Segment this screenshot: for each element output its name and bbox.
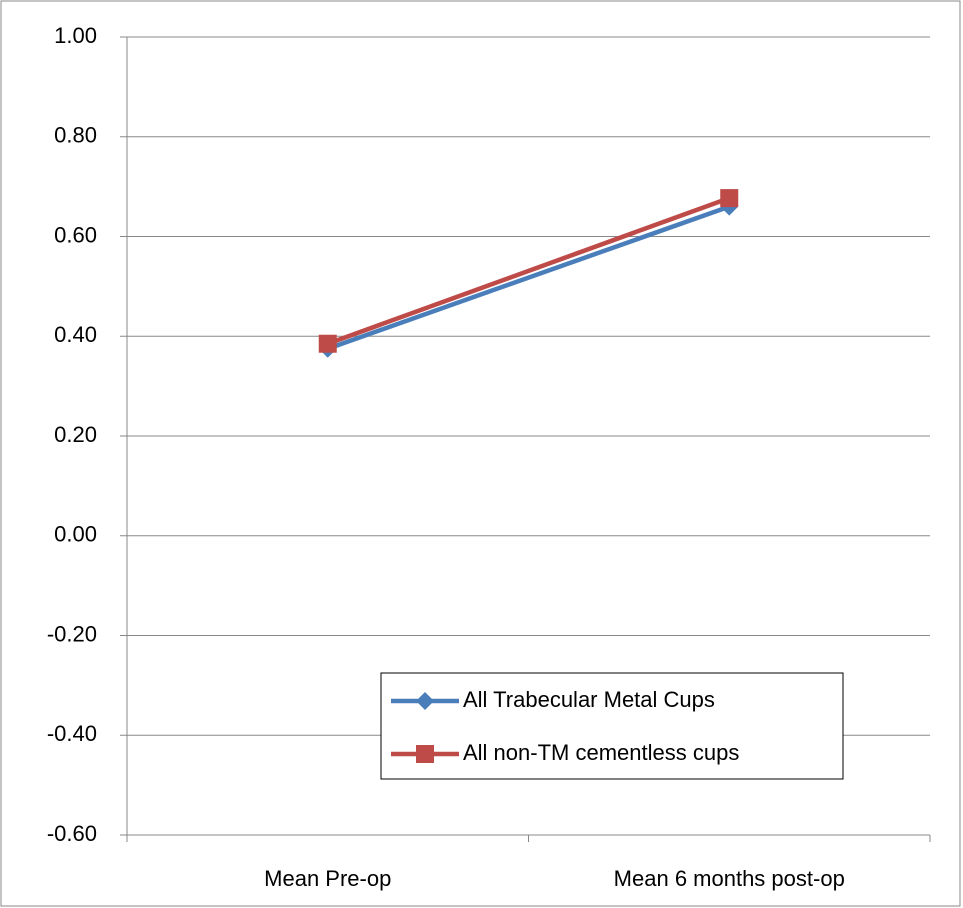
x-tick-label: Mean 6 months post-op (614, 866, 845, 891)
series-line (326, 195, 731, 346)
marker (720, 189, 739, 208)
y-tick-label: 0.40 (54, 322, 97, 347)
y-tick-label: -0.20 (47, 621, 97, 646)
y-tick-label: -0.60 (47, 821, 97, 846)
y-tick-label: 0.00 (54, 522, 97, 547)
y-tick-label: 0.20 (54, 422, 97, 447)
y-tick-label: 1.00 (54, 23, 97, 48)
y-tick-label: 0.80 (54, 123, 97, 148)
legend-marker (416, 692, 434, 710)
legend-label: All non-TM cementless cups (463, 740, 739, 765)
legend-box (380, 672, 844, 780)
y-tick-label: -0.40 (47, 721, 97, 746)
legend-marker (416, 745, 434, 763)
x-tick-label: Mean Pre-op (264, 866, 391, 891)
y-tick-label: 0.60 (54, 222, 97, 247)
legend-label: All Trabecular Metal Cups (463, 687, 715, 712)
marker (318, 334, 337, 353)
series-line (326, 204, 731, 351)
